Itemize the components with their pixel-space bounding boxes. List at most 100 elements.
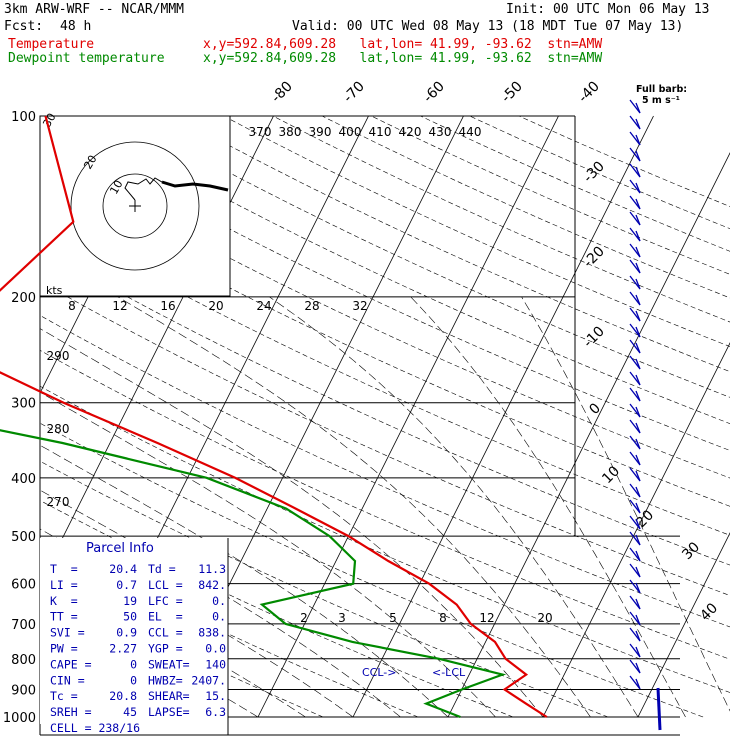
wind-barb-staff xyxy=(629,675,641,690)
parcel-row-label-2: YGP = xyxy=(148,642,183,656)
pressure-label: 100 xyxy=(11,110,36,125)
wind-barb-staff xyxy=(629,131,641,146)
temperature-tick-label: -60 xyxy=(420,78,447,105)
wind-barb xyxy=(629,387,641,402)
wind-barb-flag xyxy=(635,502,641,514)
wind-barb xyxy=(629,291,641,306)
barb-legend-line2: 5 m s⁻¹ xyxy=(642,95,680,106)
parcel-row-label-1: CIN = xyxy=(50,673,85,687)
moist-adiabat xyxy=(410,296,686,718)
wind-barb-staff xyxy=(629,243,641,258)
parcel-row-label-1: CELL = 238/16 xyxy=(50,721,140,735)
wind-barb xyxy=(629,531,641,546)
wind-barb xyxy=(629,195,641,210)
parcel-row-value-2: 11.3 xyxy=(198,562,226,576)
wind-barb-flag xyxy=(635,470,641,482)
dry-adiabat xyxy=(518,115,730,207)
wind-barb-staff xyxy=(629,611,641,626)
temperature-tick-label: 20 xyxy=(633,507,657,531)
hodograph-speed-tick: 8 xyxy=(68,299,76,313)
wind-barb-staff xyxy=(629,355,641,370)
parcel-row-value-2: 0. xyxy=(212,610,226,624)
wind-barb-flag xyxy=(635,582,641,594)
isotherm-line xyxy=(733,116,740,717)
wind-barb-staff xyxy=(629,515,641,530)
model-title: 3km ARW-WRF -- NCAR/MMM xyxy=(4,2,185,17)
wind-barb-flag xyxy=(635,630,641,642)
parcel-row-value-1: 0.7 xyxy=(116,578,137,592)
wind-barb-staff xyxy=(629,227,641,242)
wind-barb-flag xyxy=(635,534,641,546)
dewpoint-location: x,y=592.84,609.28 lat,lon= 41.99, -93.62… xyxy=(203,51,603,66)
temperature-tick-label: -20 xyxy=(580,243,607,270)
wind-barb-flag xyxy=(635,550,641,562)
wind-barb-flag xyxy=(635,134,641,146)
wind-barb xyxy=(629,115,641,130)
mixing-ratio-label: 20 xyxy=(537,611,552,625)
wind-barb-flag xyxy=(635,246,641,258)
ccl-label: CCL-> xyxy=(362,666,396,679)
mixing-ratio-label: 5 xyxy=(389,611,397,625)
temperature-tick-label: -30 xyxy=(580,158,607,185)
wind-barb-staff xyxy=(629,499,641,514)
pressure-label: 200 xyxy=(11,291,36,306)
wind-barb xyxy=(629,323,641,338)
theta-label: 400 xyxy=(339,125,362,139)
theta-label: 430 xyxy=(429,125,452,139)
wind-barb-flag xyxy=(635,646,641,658)
wind-barb-staff xyxy=(629,99,641,114)
parcel-row-value-1: 20.4 xyxy=(109,562,137,576)
parcel-row-value-2: 838. xyxy=(198,626,226,640)
wind-barb-staff xyxy=(629,291,641,306)
wind-barb-flag xyxy=(635,566,641,578)
hodograph-ring-label: 20 xyxy=(81,153,99,172)
wind-barb-flag xyxy=(635,438,641,450)
wind-barb xyxy=(629,595,641,610)
wind-barb xyxy=(629,227,641,242)
parcel-row-label-1: Tc = xyxy=(50,689,78,703)
wind-barb xyxy=(629,675,641,690)
isotherm-line xyxy=(447,152,730,718)
parcel-row-value-1: 19 xyxy=(123,594,137,608)
wind-barb-flag xyxy=(635,406,641,418)
dry-adiabat xyxy=(223,115,730,347)
parcel-row-label-2: LCL = xyxy=(148,578,183,592)
theta-label: 370 xyxy=(249,125,272,139)
theta-label: 420 xyxy=(399,125,422,139)
wind-barb-flag xyxy=(635,454,641,466)
parcel-row-value-2: 15. xyxy=(205,689,226,703)
wind-barb xyxy=(629,275,641,290)
temperature-tick-label: -40 xyxy=(575,78,602,105)
parcel-row-label-2: HWBZ= xyxy=(148,673,183,687)
wind-barb-flag xyxy=(635,486,641,498)
moist-adiabat xyxy=(117,296,591,718)
wind-barb xyxy=(629,371,641,386)
init-time: Init: 00 UTC Mon 06 May 13 xyxy=(506,2,710,17)
wind-barb-flag xyxy=(635,342,641,354)
moist-adiabat xyxy=(269,296,639,718)
wind-barb-flag xyxy=(635,310,641,322)
parcel-row-label-2: LAPSE= xyxy=(148,705,190,719)
pressure-label: 400 xyxy=(11,472,36,487)
wind-barb xyxy=(629,483,641,498)
wind-barb-staff xyxy=(629,147,641,162)
forecast-label: Fcst: xyxy=(4,19,44,34)
wind-barb xyxy=(629,259,641,274)
dry-adiabat xyxy=(40,349,730,660)
dry-adiabat xyxy=(40,422,704,718)
wind-barb-staff xyxy=(629,323,641,338)
parcel-row-label-1: TT = xyxy=(50,610,78,624)
wind-barb xyxy=(629,339,641,354)
wind-barb-flag xyxy=(635,166,641,178)
parcel-row-value-1: 45 xyxy=(123,705,137,719)
isotherm-line xyxy=(352,115,654,718)
pressure-label: 800 xyxy=(11,653,36,668)
parcel-row-label-2: LFC = xyxy=(148,594,183,608)
mixing-ratio-label: 8 xyxy=(439,611,447,625)
pressure-label: 1000 xyxy=(3,711,36,726)
dry-adiabat xyxy=(40,281,730,596)
parcel-row-label-2: Td = xyxy=(148,562,176,576)
dry-adiabat xyxy=(371,115,730,275)
temperature-tick-label: 30 xyxy=(679,539,703,563)
